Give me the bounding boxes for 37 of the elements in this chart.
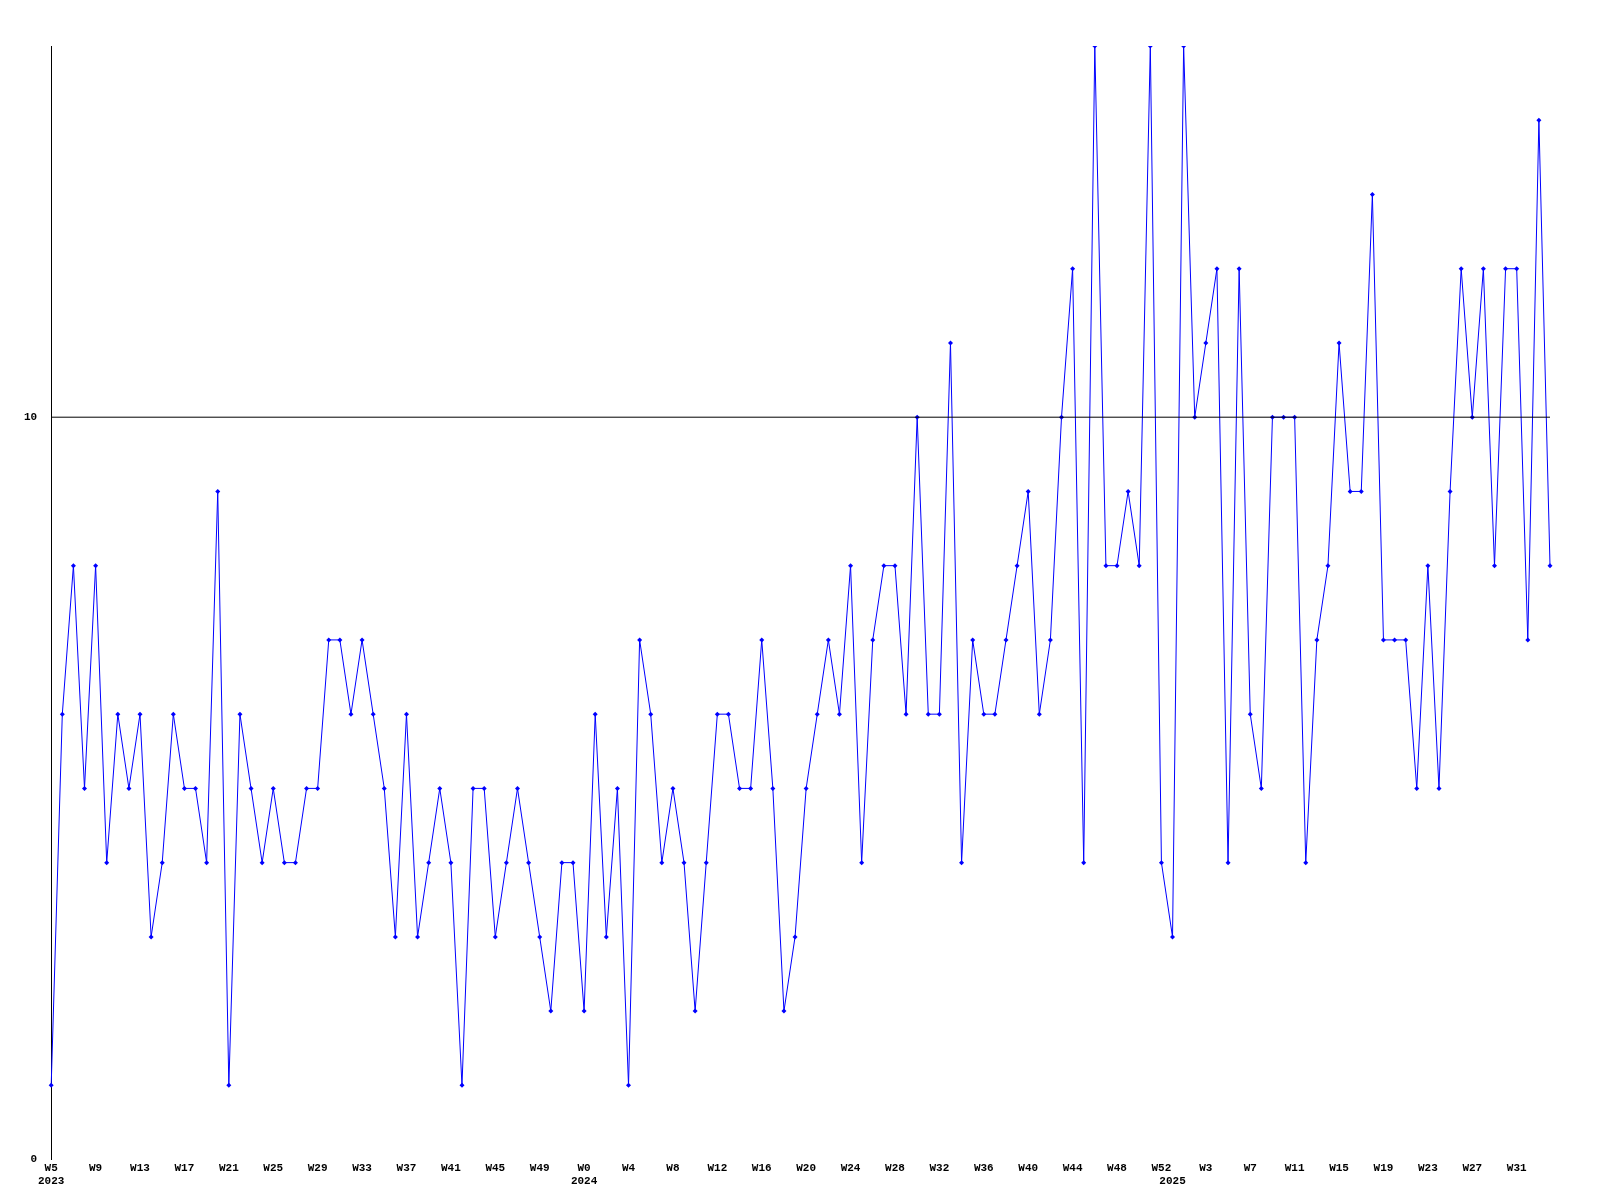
x-tick-label: W45 bbox=[485, 1161, 506, 1174]
x-tick-label: 2025 bbox=[1159, 1175, 1187, 1188]
x-tick-label: W17 bbox=[174, 1161, 195, 1174]
x-tick-label: W9 bbox=[89, 1161, 103, 1174]
x-tick-label: W20 bbox=[796, 1161, 817, 1174]
y-tick-label: 10 bbox=[24, 410, 38, 423]
x-tick-label: W49 bbox=[529, 1161, 550, 1174]
x-tick-label: W40 bbox=[1018, 1161, 1039, 1174]
x-tick-label: W5 2023 bbox=[38, 1161, 65, 1188]
y-tick-label: 0 bbox=[30, 1153, 38, 1166]
x-tick-label: W3 bbox=[1199, 1161, 1213, 1174]
x-tick-label: W36 bbox=[973, 1161, 994, 1174]
x-tick-label: W13 bbox=[130, 1161, 151, 1174]
x-tick-label: W24 bbox=[840, 1161, 861, 1174]
x-tick-label: W11 bbox=[1284, 1161, 1305, 1174]
x-tick-label: W25 bbox=[263, 1161, 284, 1174]
x-tick-label: W33 bbox=[352, 1161, 373, 1174]
x-tick-label: W19 bbox=[1373, 1161, 1394, 1174]
x-tick-label: W0 2024 bbox=[570, 1161, 598, 1188]
x-tick-label: W41 bbox=[440, 1161, 462, 1174]
x-tick-label: W37 bbox=[396, 1161, 417, 1174]
x-tick-label: W52 bbox=[1151, 1161, 1172, 1174]
x-tick-label: W4 bbox=[621, 1161, 636, 1174]
x-tick-label: W23 bbox=[1417, 1161, 1439, 1174]
x-tick-label: W7 bbox=[1243, 1161, 1257, 1174]
x-tick-label: W21 bbox=[218, 1161, 240, 1174]
x-tick-label: W31 bbox=[1506, 1161, 1527, 1174]
x-tick-label: W27 bbox=[1462, 1161, 1483, 1174]
x-tick-label: W48 bbox=[1107, 1161, 1128, 1174]
x-tick-label: W15 bbox=[1329, 1161, 1350, 1174]
x-tick-label: W32 bbox=[929, 1161, 950, 1174]
x-tick-label: W16 bbox=[751, 1161, 772, 1174]
x-tick-label: W8 bbox=[666, 1161, 680, 1174]
x-tick-label: W12 bbox=[707, 1161, 728, 1174]
x-tick-label: W44 bbox=[1062, 1161, 1083, 1174]
x-tick-label: W29 bbox=[307, 1161, 328, 1174]
x-tick-label: W28 bbox=[885, 1161, 906, 1174]
